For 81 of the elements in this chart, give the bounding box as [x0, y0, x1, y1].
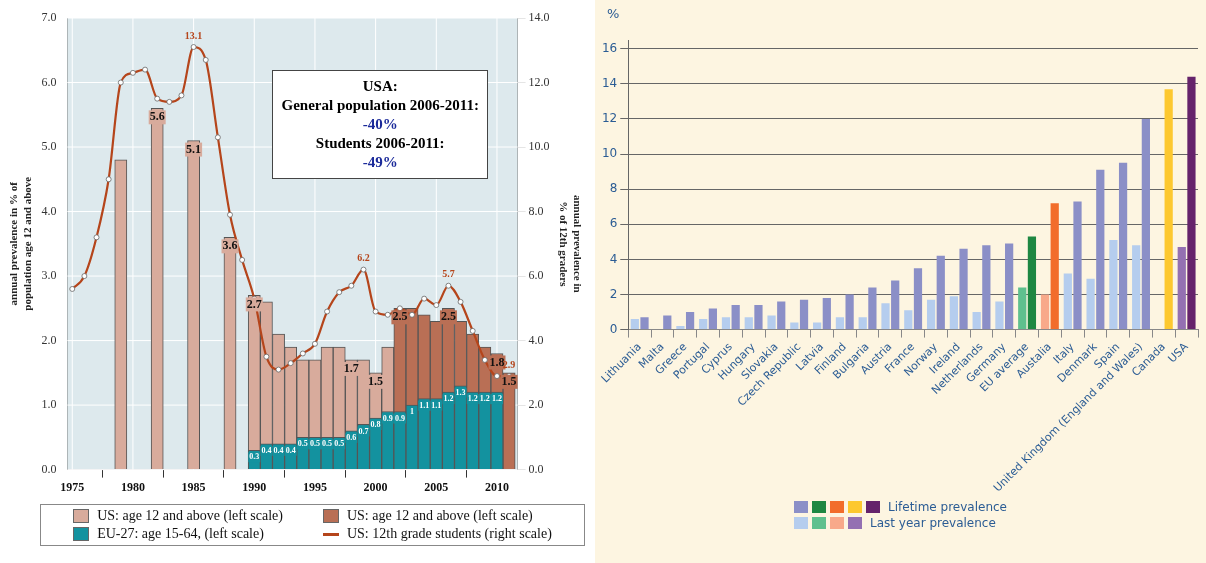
y2-tick-label: 10.0: [528, 139, 550, 154]
y-axis-title: %: [607, 5, 620, 21]
data-label: 5.7: [442, 268, 455, 280]
y2-tick-label: 8.0: [528, 203, 544, 218]
x-tick-label: 1975: [60, 479, 85, 494]
y-tick-label: 7.0: [41, 10, 57, 25]
data-label: 0.9: [394, 413, 405, 423]
data-label: 1.5: [368, 373, 384, 388]
data-label: 1.2: [443, 394, 454, 404]
data-label: 1.2: [491, 394, 502, 404]
annotation: General population 2006-2011:: [281, 96, 479, 115]
annotation: USA:: [361, 77, 399, 96]
data-label: 0.4: [273, 445, 284, 455]
data-label: 0.5: [309, 439, 320, 449]
legend-label: US: 12th grade students (right scale): [346, 526, 552, 542]
legend-label: EU-27: age 15-64, (left scale): [97, 526, 264, 542]
data-label: 0.5: [322, 439, 333, 449]
data-label: 1.1: [431, 400, 442, 410]
y2-tick-label: 4.0: [528, 332, 544, 347]
y-tick-label: 12: [601, 111, 618, 126]
x-tick-label: USA: [1165, 339, 1192, 366]
legend-label: US: age 12 and above (left scale): [346, 508, 533, 524]
y2-tick-label: 2.0: [528, 397, 544, 412]
data-label: 5.1: [186, 141, 202, 156]
data-label: 1: [410, 407, 415, 417]
data-label: 6.2: [357, 252, 370, 264]
y-tick-label: 4.0: [41, 203, 57, 218]
y2-tick-label: 14.0: [528, 10, 550, 25]
y-tick-label: 1.0: [41, 397, 57, 412]
data-label: 2.7: [246, 296, 262, 311]
data-label: 1.5: [501, 373, 517, 388]
y-tick-label: 10: [601, 146, 618, 161]
y-axis-title: annual prevalence in % of population age 12 and above: [7, 176, 33, 311]
x-tick-label: 2010: [484, 479, 509, 494]
data-label: 0.9: [382, 413, 393, 423]
y-tick-label: 3.0: [41, 268, 57, 283]
x-tick-label: 1980: [120, 479, 145, 494]
y-tick-label: 14: [601, 76, 618, 90]
y-tick-label: 16: [601, 40, 618, 55]
data-label: 2.5: [440, 309, 456, 324]
legend-label: Lifetime prevalence: [888, 500, 1007, 514]
y-tick-label: 2.0: [41, 332, 57, 347]
data-label: 1.2: [479, 394, 490, 404]
data-label: 0.5: [334, 439, 345, 449]
data-label: 5.6: [149, 109, 165, 124]
data-label: 0.8: [370, 420, 381, 430]
data-label: 0.7: [358, 426, 369, 436]
y2-tick-label: 0.0: [528, 461, 544, 476]
annotation: -40%: [361, 115, 399, 134]
data-label: 1.1: [419, 400, 430, 410]
y-tick-label: 0.0: [41, 461, 57, 476]
data-label: 0.6: [346, 432, 357, 442]
data-label: 3.6: [222, 238, 238, 253]
data-label: 1.2: [467, 394, 478, 404]
data-label: 2.5: [392, 309, 408, 324]
data-label: 1.7: [343, 361, 359, 376]
data-label: 13.1: [184, 29, 203, 41]
data-label: 0.3: [249, 452, 260, 462]
x-tick-label: 2005: [424, 479, 449, 494]
y-tick-label: 4: [609, 251, 618, 266]
y-tick-label: 6.0: [41, 74, 57, 89]
data-label: 0.5: [297, 439, 308, 449]
legend-label: Last year prevalence: [870, 516, 996, 530]
legend-label: US: age 12 and above (left scale): [97, 508, 283, 524]
annotation: -49%: [361, 153, 399, 172]
y-tick-label: 5.0: [41, 139, 57, 154]
y2-axis-title: annual prevalence in % of 12th graders: [558, 195, 584, 293]
y2-tick-label: 6.0: [528, 268, 544, 283]
x-tick-label: 1995: [302, 479, 327, 494]
annotation: Students 2006-2011:: [314, 134, 446, 153]
y-tick-label: 0: [609, 321, 618, 336]
y-tick-label: 6: [609, 216, 618, 231]
data-label: 0.4: [261, 445, 272, 455]
y-tick-label: 8: [609, 181, 618, 196]
x-tick-label: 1990: [242, 479, 267, 494]
data-label: 0.4: [285, 445, 296, 455]
data-label: 1.3: [455, 387, 466, 397]
x-tick-label: 1985: [181, 479, 206, 494]
y-tick-label: 2: [609, 286, 618, 301]
x-tick-label: 2000: [363, 479, 388, 494]
y2-tick-label: 12.0: [528, 74, 550, 89]
